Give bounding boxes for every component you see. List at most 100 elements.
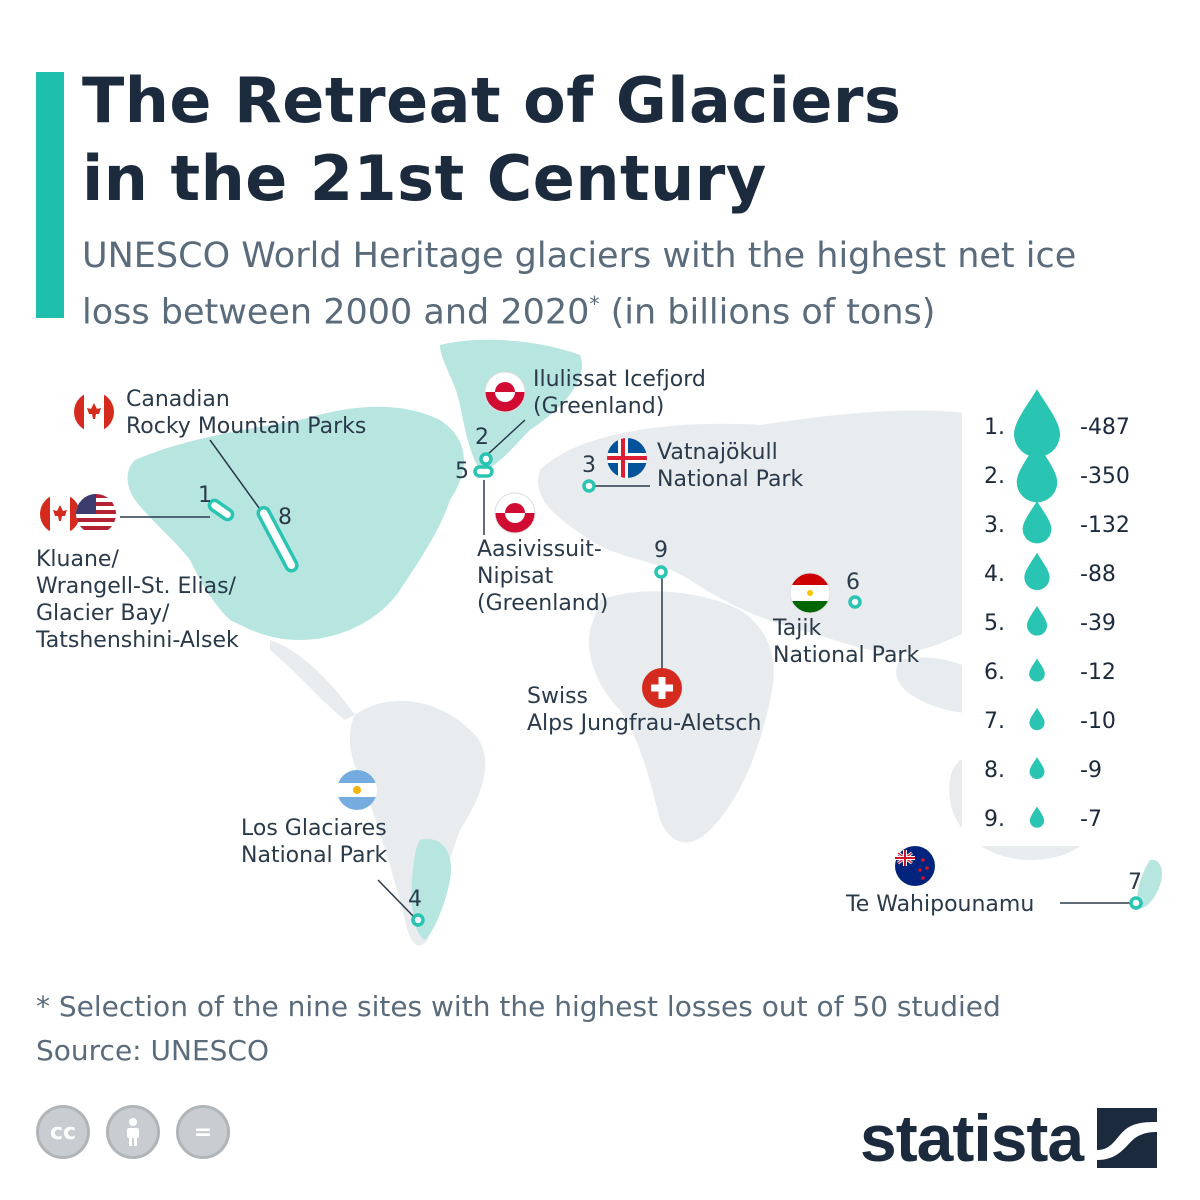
legend-value: -350 [1080,464,1130,489]
marker-8[interactable] [256,505,299,573]
site-1-label-line-4: Tatshenshini-Alsek [35,628,239,653]
usa-flag-icon [76,494,116,534]
iceland-flag-icon [607,438,647,478]
argentina-flag-icon [337,770,377,810]
no-derivatives-label: = [193,1119,213,1145]
attribution-icon[interactable] [106,1105,160,1159]
legend: 1. -487 2. -350 3. -132 4. -88 5. -39 6. -12 7. -10 8.… [984,389,1130,832]
canada-flag-icon [40,494,80,534]
droplet-icon [1029,658,1045,682]
legend-rank: 7. [984,709,1005,734]
site-2-label-line-1: Ilulissat Icefjord [533,367,706,392]
site-7-label: Te Wahipounamu [845,892,1034,917]
page-subtitle: UNESCO World Heritage glaciers with the … [82,232,1082,337]
site-4-label: Los Glaciares National Park [241,816,394,868]
droplet-icon [1029,806,1045,828]
site-3-rank: 3 [582,453,596,478]
marker-7[interactable] [1129,896,1143,910]
site-8-label-line-1: Canadian [126,387,230,412]
site-markers [207,452,1143,927]
site-1-rank: 1 [198,483,212,508]
source-note: Source: UNESCO [36,1034,269,1067]
site-6-label-line-1: Tajik [772,616,822,641]
legend-value: -7 [1080,807,1102,832]
legend-rank: 8. [984,758,1005,783]
marker-4[interactable] [411,913,425,927]
site-5-label: Aasivissuit- Nipisat (Greenland) [477,537,609,616]
site-6-rank: 6 [846,570,860,595]
site-6-label-line-2: National Park [773,643,919,668]
legend-value: -88 [1080,562,1116,587]
legend-value: -132 [1080,513,1130,538]
connector-2 [486,419,526,456]
legend-panel [962,356,1200,846]
marker-2[interactable] [479,452,493,466]
world-map: 1 8 2 5 3 9 6 4 7 [35,339,1200,946]
no-derivatives-icon[interactable]: = [176,1105,230,1159]
marker-6[interactable] [848,595,862,609]
marker-3[interactable] [582,479,596,493]
south-america-shape [349,700,486,946]
greenland-flag-icon [484,371,526,413]
site-1-label-line-1: Kluane/ [36,547,119,572]
legend-rank: 3. [984,513,1005,538]
legend-rank: 9. [984,807,1005,832]
subtitle-text: UNESCO World Heritage glaciers with the … [82,236,1077,333]
central-america-shape [270,640,355,720]
droplet-icon [1029,707,1045,731]
marker-9[interactable] [654,565,668,579]
droplet-icon [1026,605,1048,636]
switzerland-flag-icon [642,668,682,708]
site-2-label: Ilulissat Icefjord (Greenland) [533,367,713,419]
subtitle-unit: (in billions of tons) [599,292,936,333]
site-9-label: Swiss Alps Jungfrau-Aletsch [527,684,761,736]
statista-logo-icon [1097,1108,1158,1168]
site-8-rank: 8 [278,505,292,530]
footnote: * Selection of the nine sites with the h… [36,990,1001,1023]
brand-name: statista [860,1101,1084,1175]
new-zealand-flag-icon [895,846,935,886]
droplet-icon [1024,552,1050,591]
africa-shape [589,591,774,843]
site-1-label: Kluane/ Wrangell-St. Elias/ Glacier Bay/… [35,547,243,653]
legend-value: -487 [1080,415,1130,440]
legend-rank: 6. [984,660,1005,685]
site-4-label-line-2: National Park [241,843,387,868]
site-5-label-line-2: Nipisat [477,564,554,589]
canada-flag-icon [74,392,114,432]
site-4-label-line-1: Los Glaciares [241,816,387,841]
site-3-label-line-1: Vatnajökull [657,440,778,465]
droplet-icon [1022,501,1052,544]
statista-logo[interactable]: statista [860,1100,1158,1176]
connector-8 [209,439,263,513]
marker-5[interactable] [473,465,494,478]
title-line-1: The Retreat of Glaciers [82,64,902,137]
legend-rank: 4. [984,562,1005,587]
person-icon [127,1118,139,1146]
connector-4 [377,879,416,919]
cc-icon[interactable]: cc [36,1105,90,1159]
title-line-2: in the 21st Century [82,142,767,215]
legend-rank: 1. [984,415,1005,440]
droplet-icon [1029,757,1045,780]
legend-value: -12 [1080,660,1116,685]
legend-value: -10 [1080,709,1116,734]
legend-rank: 2. [984,464,1005,489]
droplet-icon [1016,442,1058,503]
site-2-rank: 2 [475,425,489,450]
site-5-label-line-1: Aasivissuit- [477,537,602,562]
site-1-label-line-2: Wrangell-St. Elias/ [36,574,237,599]
site-8-label-line-2: Rocky Mountain Parks [126,414,366,439]
site-3-label: Vatnajökull National Park [657,440,803,492]
new-zealand-shape [1137,859,1162,909]
legend-value: -39 [1080,611,1116,636]
site-5-rank: 5 [455,459,469,484]
site-9-label-line-2: Alps Jungfrau-Aletsch [527,711,761,736]
license-icons: cc = [36,1105,230,1159]
site-9-label-line-1: Swiss [527,684,588,709]
north-america-shape [127,406,464,640]
site-4-rank: 4 [408,887,422,912]
marker-1[interactable] [207,498,235,522]
site-8-label: Canadian Rocky Mountain Parks [126,387,366,439]
droplet-icon [1014,389,1060,458]
